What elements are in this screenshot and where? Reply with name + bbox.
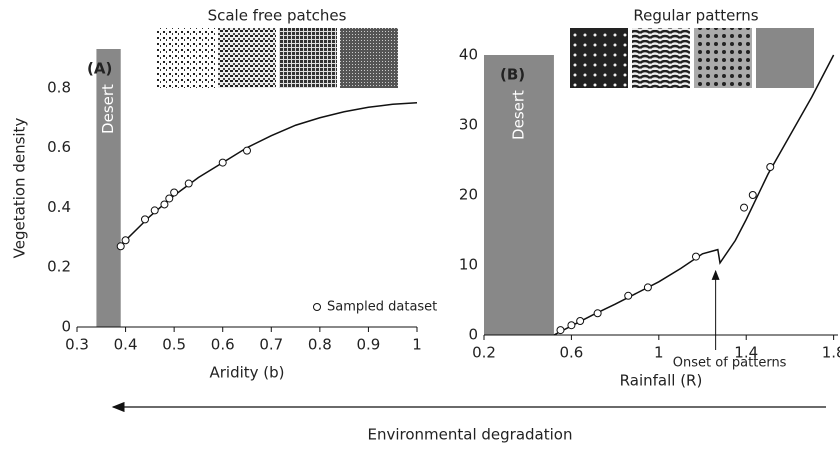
desert-band bbox=[96, 49, 121, 327]
curve bbox=[120, 102, 418, 247]
sample-point bbox=[567, 321, 576, 330]
legend-label: Sampled dataset bbox=[327, 300, 437, 315]
sample-point bbox=[160, 200, 169, 209]
inset-b bbox=[570, 28, 814, 88]
sample-point bbox=[116, 242, 125, 251]
y-tick-label: 0.8 bbox=[47, 78, 71, 96]
x-tick-label: 1.4 bbox=[734, 344, 758, 362]
sample-point bbox=[121, 236, 130, 245]
y-tick-label: 0.6 bbox=[47, 138, 71, 156]
x-tick-label: 0.9 bbox=[356, 336, 380, 354]
inset-a bbox=[157, 28, 398, 88]
x-tick-label: 0.7 bbox=[259, 336, 283, 354]
sample-point bbox=[766, 163, 775, 171]
sample-point bbox=[624, 291, 633, 300]
curve bbox=[553, 54, 835, 336]
y-tick-label: 0.2 bbox=[47, 258, 71, 276]
x-tick-label: 0.2 bbox=[472, 344, 496, 362]
sample-point bbox=[184, 179, 193, 188]
panel-title: Scale free patches bbox=[208, 7, 347, 25]
x-tick-label: 1 bbox=[654, 344, 664, 362]
x-tick-label: 1.8 bbox=[822, 344, 840, 362]
sample-point bbox=[150, 206, 159, 215]
sample-point bbox=[170, 188, 179, 197]
sample-point bbox=[141, 215, 149, 224]
sample-point bbox=[748, 191, 757, 199]
x-tick-label: 0.3 bbox=[65, 336, 89, 354]
y-tick-label: 40 bbox=[459, 46, 478, 64]
panel-label: (A) bbox=[87, 60, 112, 78]
y-tick-label: 20 bbox=[459, 186, 478, 204]
desert-label: Desert bbox=[509, 90, 527, 140]
y-axis-label: Vegetation density bbox=[11, 118, 29, 259]
legend-marker bbox=[313, 303, 321, 311]
sample-point bbox=[740, 203, 749, 212]
sample-point bbox=[165, 194, 174, 203]
x-tick-label: 1 bbox=[412, 336, 422, 354]
x-tick-label: 0.6 bbox=[211, 336, 235, 354]
panel-label: (B) bbox=[500, 66, 525, 84]
x-axis-label: Aridity (b) bbox=[209, 364, 284, 382]
sample-point bbox=[556, 326, 565, 335]
y-tick-label: 0.4 bbox=[47, 198, 71, 216]
panel-title: Regular patterns bbox=[633, 7, 758, 25]
sample-point bbox=[218, 158, 227, 167]
x-tick-label: 0.6 bbox=[559, 344, 583, 362]
y-tick-label: 10 bbox=[459, 256, 478, 274]
desert-label: Desert bbox=[99, 84, 117, 134]
footer: Environmental degradation bbox=[368, 426, 573, 444]
sample-point bbox=[576, 317, 585, 325]
x-tick-label: 0.4 bbox=[114, 336, 138, 354]
x-tick-label: 0.5 bbox=[162, 336, 186, 354]
x-axis-label: Rainfall (R) bbox=[620, 372, 703, 390]
sample-point bbox=[593, 309, 602, 318]
sample-point bbox=[643, 283, 652, 292]
y-tick-label: 30 bbox=[459, 116, 478, 134]
desert-band bbox=[484, 55, 554, 335]
y-tick-label: 0 bbox=[468, 326, 478, 344]
sample-point bbox=[243, 146, 251, 155]
annotation-text: Onset of patterns bbox=[673, 356, 787, 371]
y-tick-label: 0 bbox=[61, 318, 71, 336]
sample-point bbox=[691, 252, 700, 261]
x-tick-label: 0.8 bbox=[308, 336, 332, 354]
